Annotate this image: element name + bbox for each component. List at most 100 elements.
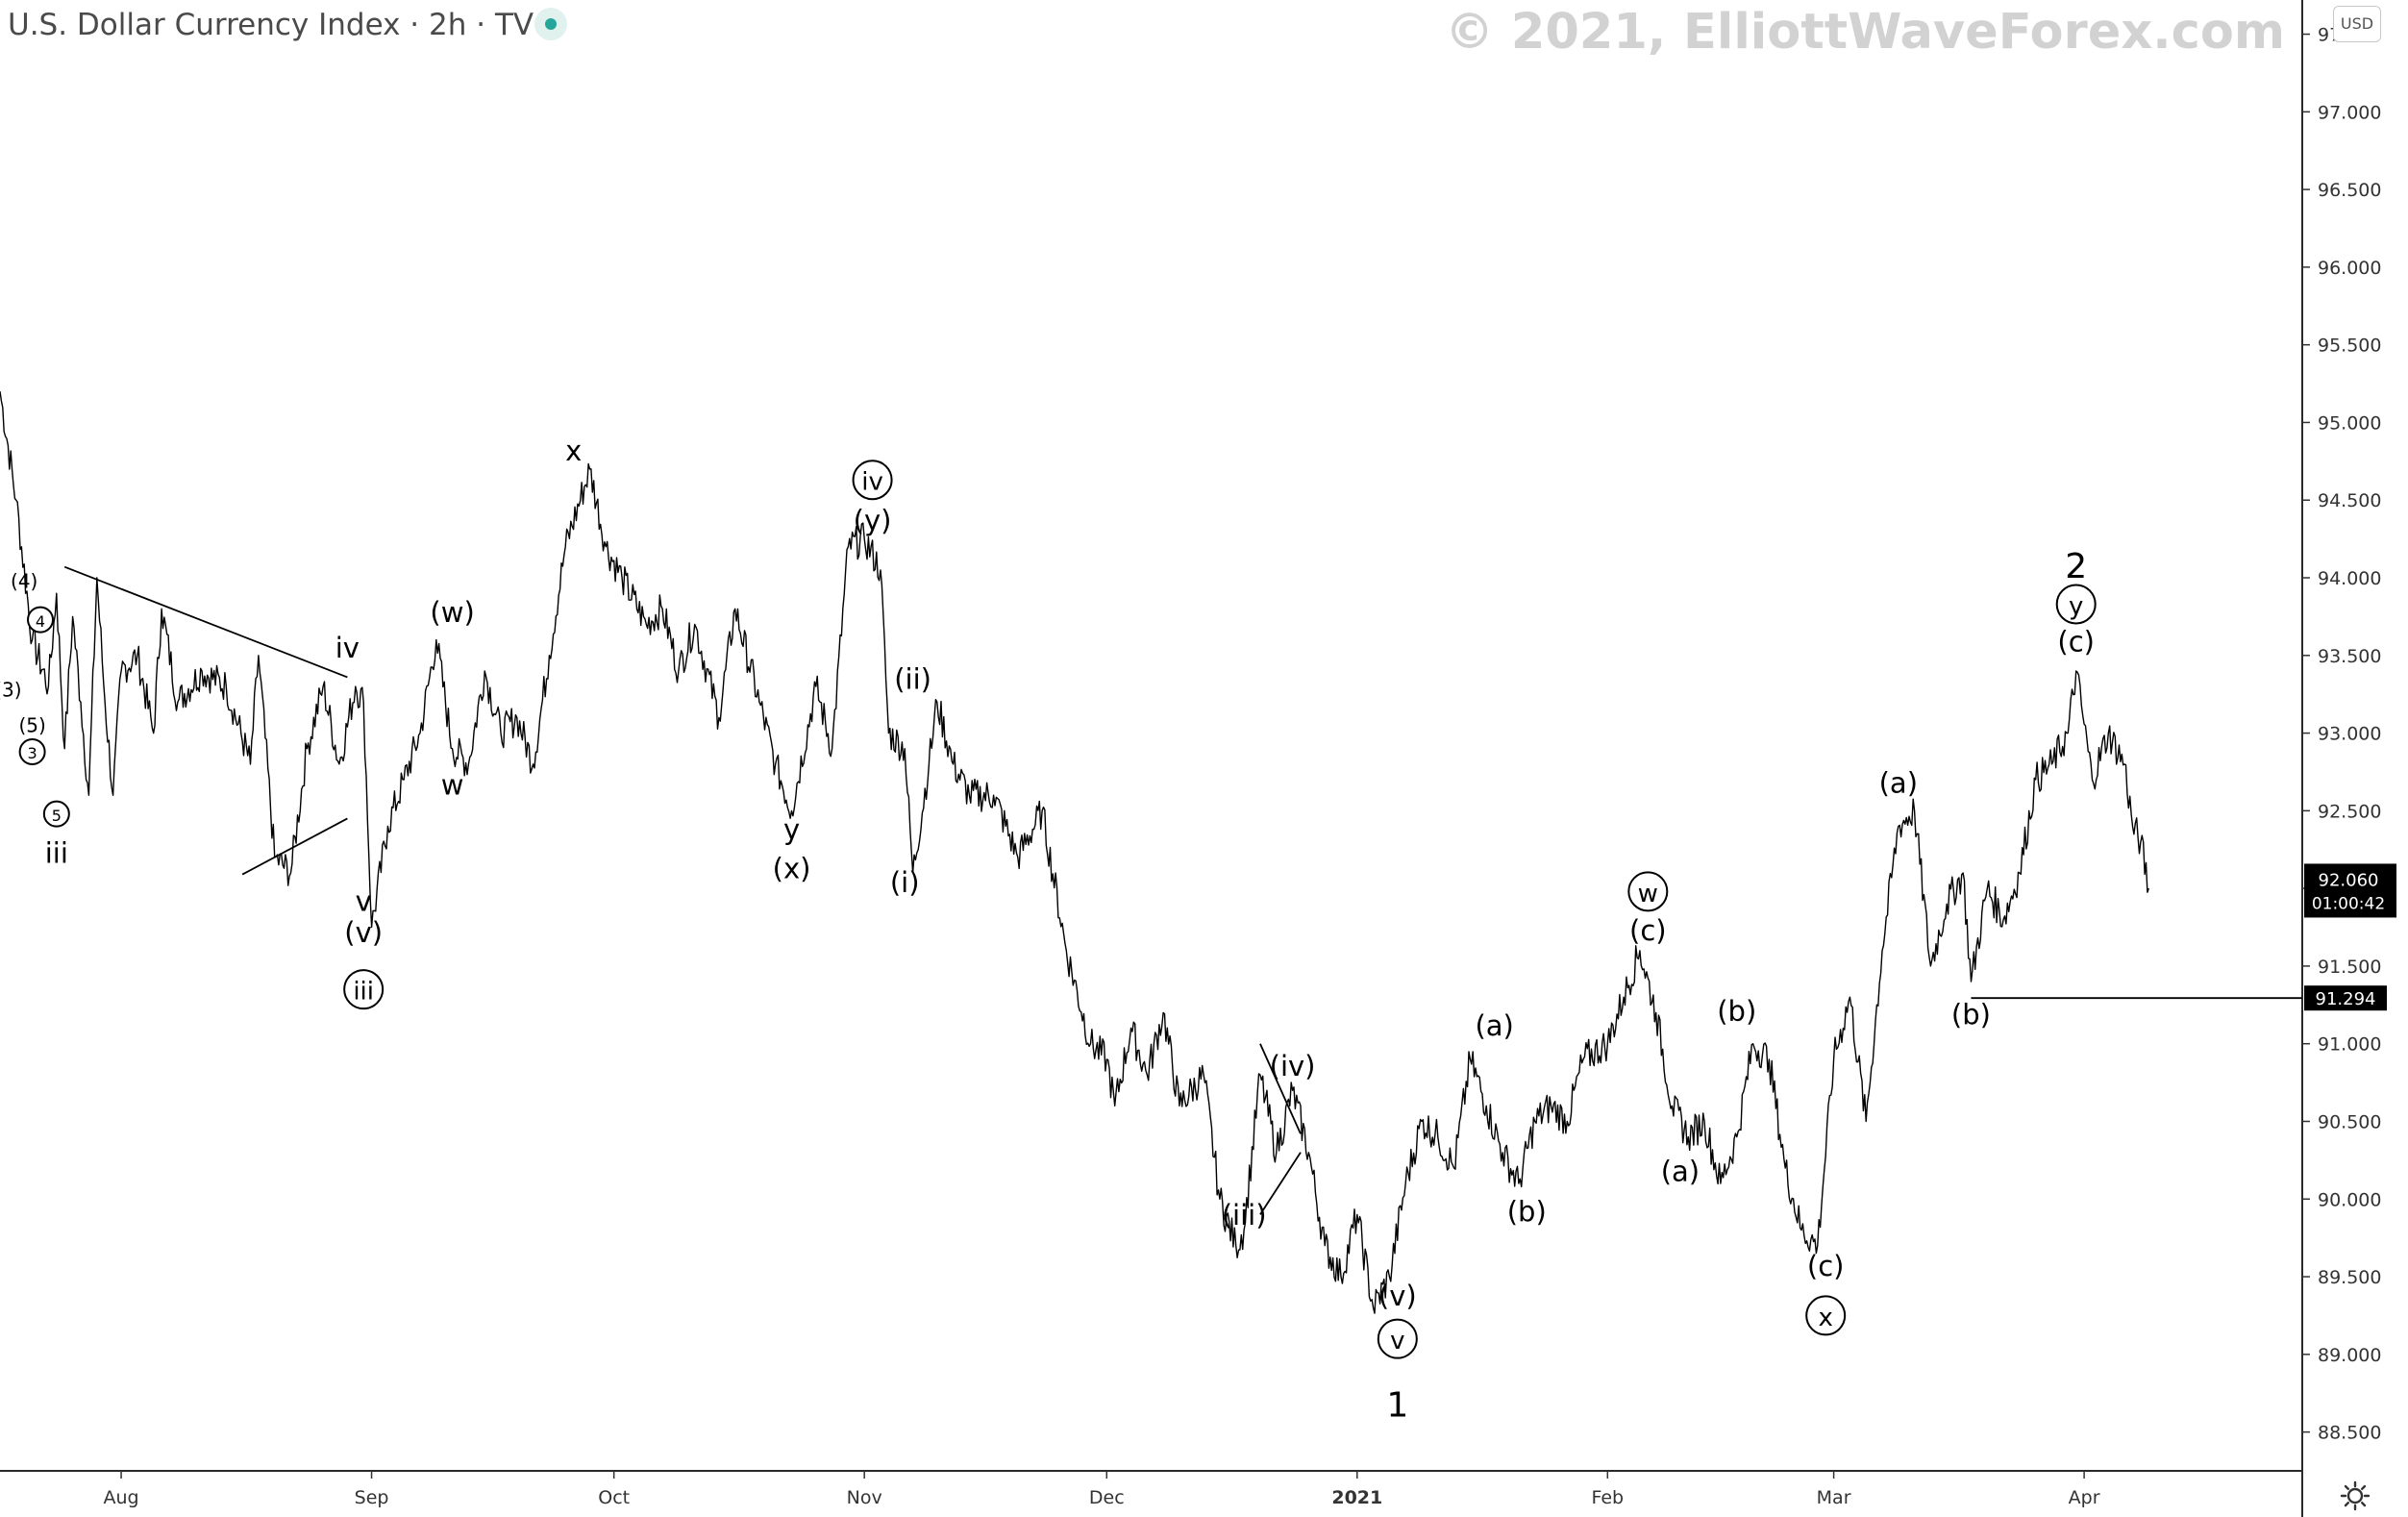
wave-label-text: (a) (1879, 767, 1918, 800)
trendline[interactable] (1259, 1152, 1302, 1215)
wave-label[interactable]: (iv) (1270, 1050, 1316, 1082)
wave-label[interactable]: (v) (1378, 1280, 1417, 1312)
wave-label[interactable]: (c) (2057, 626, 2095, 659)
y-tick-label: 92.500 (2318, 801, 2381, 822)
wave-label-text: (c) (2057, 626, 2095, 659)
x-tick-label: Aug (103, 1487, 138, 1508)
wave-label[interactable]: w (441, 768, 464, 801)
x-tick-label: Dec (1089, 1487, 1125, 1508)
wave-label[interactable]: 4 (27, 606, 55, 634)
wave-label-text: v (1390, 1327, 1404, 1355)
wave-label[interactable]: v (1377, 1318, 1418, 1359)
wave-label[interactable]: (c) (1629, 914, 1667, 947)
wave-label[interactable]: x (1805, 1295, 1847, 1336)
wave-label[interactable]: (a) (1879, 767, 1918, 800)
x-tick-label: Sep (355, 1487, 389, 1508)
last-price-countdown: 01:00:42 (2312, 894, 2385, 913)
wave-label[interactable]: (c) (1807, 1250, 1845, 1282)
trendline[interactable] (241, 817, 348, 876)
wave-label[interactable]: y (783, 813, 800, 846)
wave-label-text: iii (45, 836, 68, 869)
y-tick-label: 91.000 (2318, 1034, 2381, 1056)
y-tick-label: 97.000 (2318, 102, 2381, 123)
symbol-title[interactable]: U.S. Dollar Currency Index · 2h · TVC (8, 8, 555, 42)
x-tick-label: Mar (1817, 1487, 1851, 1508)
wave-label-circle (343, 969, 385, 1010)
wave-label-text: (y) (854, 505, 892, 537)
wave-label-text: (c) (1807, 1250, 1845, 1282)
wave-label-text: (5) (18, 714, 45, 737)
wave-label[interactable]: (ii) (894, 662, 931, 695)
wave-label-text: (i) (890, 866, 920, 899)
wave-label-text: (a) (1661, 1156, 1700, 1188)
wave-label-text: (b) (1717, 995, 1756, 1028)
y-tick-label: 96.500 (2318, 180, 2381, 201)
wave-label[interactable]: (b) (1717, 995, 1756, 1028)
wave-label[interactable]: (5) (18, 714, 45, 737)
wave-label[interactable]: v (356, 885, 372, 918)
wave-label[interactable]: (3) (0, 679, 22, 702)
wave-label-text: (w) (430, 596, 474, 629)
wave-label-text: 5 (52, 807, 62, 825)
wave-label-text: y (2069, 592, 2083, 621)
wave-label-text: (ii) (894, 662, 931, 695)
trendline[interactable] (1259, 1043, 1302, 1134)
y-tick-label: 94.000 (2318, 568, 2381, 589)
y-tick-label: 96.000 (2318, 258, 2381, 279)
wave-label[interactable]: (b) (1507, 1196, 1547, 1229)
x-tick-label: Apr (2069, 1487, 2100, 1508)
price-series-line[interactable] (0, 391, 2149, 1314)
wave-label[interactable]: 2 (2065, 547, 2087, 586)
wave-label[interactable]: 3 (18, 737, 46, 765)
wave-label-text: (v) (1378, 1280, 1417, 1312)
wave-label[interactable]: iv (852, 460, 893, 501)
y-tick-label: 89.500 (2318, 1267, 2381, 1288)
wave-label-text: (b) (1507, 1196, 1547, 1229)
y-tick-label: 89.000 (2318, 1345, 2381, 1366)
wave-label-circle (1805, 1295, 1847, 1336)
wave-label-text: x (1818, 1304, 1832, 1332)
wave-label-text: (x) (773, 853, 811, 885)
currency-button[interactable]: USD (2333, 6, 2381, 42)
gear-icon[interactable] (2340, 1480, 2371, 1511)
wave-label[interactable]: (a) (1661, 1156, 1700, 1188)
wave-label[interactable]: (y) (854, 505, 892, 537)
wave-label[interactable]: (b) (1951, 998, 1991, 1031)
wave-label[interactable]: x (565, 435, 582, 467)
y-tick-label: 94.500 (2318, 490, 2381, 511)
wave-label-text: 1 (1386, 1385, 1408, 1425)
wave-label-text: x (565, 435, 582, 467)
wave-label-text: (iii) (1222, 1199, 1267, 1231)
y-tick-label: 91.500 (2318, 957, 2381, 978)
y-tick-label: 93.500 (2318, 646, 2381, 667)
wave-label[interactable]: w (1627, 871, 1669, 912)
wave-label-text: v (356, 885, 372, 918)
wave-label-text: (4) (11, 569, 37, 592)
wave-label[interactable]: (4) (11, 569, 37, 592)
wave-label-circle (18, 737, 46, 765)
x-tick-label: Oct (598, 1487, 630, 1508)
wave-label[interactable]: iii (343, 969, 385, 1010)
wave-label[interactable]: (iii) (1222, 1199, 1267, 1231)
wave-label[interactable]: (i) (890, 866, 920, 899)
wave-label[interactable]: (w) (430, 596, 474, 629)
wave-label-text: (c) (1629, 914, 1667, 947)
wave-label[interactable]: 5 (42, 800, 70, 828)
wave-label[interactable]: iii (45, 836, 68, 869)
last-price-label: 92.060 (2319, 870, 2379, 890)
y-tick-label: 90.000 (2318, 1189, 2381, 1210)
wave-label[interactable]: (x) (773, 853, 811, 885)
wave-label[interactable]: (v) (344, 916, 383, 949)
x-tick-label: Nov (847, 1487, 882, 1508)
wave-label-circle (27, 606, 55, 634)
wave-label[interactable]: (a) (1475, 1009, 1513, 1042)
wave-label[interactable]: 1 (1386, 1385, 1408, 1425)
wave-label[interactable]: iv (335, 632, 360, 664)
wave-label[interactable]: y (2055, 584, 2097, 625)
wave-label-circle (1627, 871, 1669, 912)
trendline[interactable] (63, 565, 348, 679)
y-tick-label: 93.000 (2318, 724, 2381, 745)
wave-label-text: (v) (344, 916, 383, 949)
